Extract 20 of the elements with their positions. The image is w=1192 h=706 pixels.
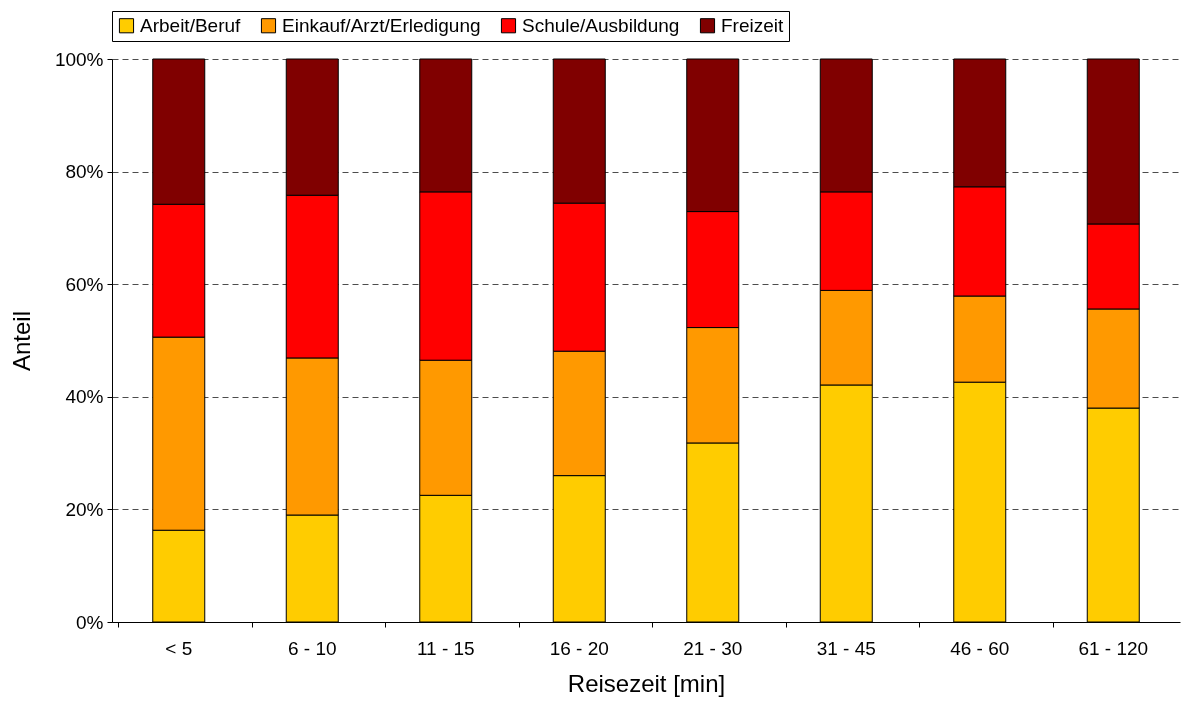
x-tick-label: 61 - 120	[1078, 637, 1149, 659]
y-tick-label: 100%	[54, 48, 104, 70]
x-tick-label: < 5	[165, 637, 193, 659]
x-tick-label: 6 - 10	[287, 637, 337, 659]
legend-label: Arbeit/Beruf	[140, 14, 242, 36]
y-axis-title: Anteil	[7, 310, 35, 372]
x-tick-label: 21 - 30	[683, 637, 743, 659]
y-tick-label: 80%	[65, 161, 104, 183]
x-tick-label: 31 - 45	[816, 637, 876, 659]
x-tick-label: 46 - 60	[950, 637, 1010, 659]
legend-label: Schule/Ausbildung	[522, 14, 680, 36]
legend-label: Freizeit	[721, 14, 785, 36]
y-tick-label: 20%	[65, 498, 104, 520]
x-axis-title: Reisezeit [min]	[567, 669, 726, 697]
y-tick-label: 0%	[76, 611, 104, 633]
y-tick-label: 60%	[65, 273, 104, 295]
x-tick-label: 16 - 20	[549, 637, 609, 659]
legend-label: Einkauf/Arzt/Erledigung	[282, 14, 481, 36]
x-tick-label: 11 - 15	[416, 637, 475, 659]
y-tick-label: 40%	[65, 386, 104, 408]
